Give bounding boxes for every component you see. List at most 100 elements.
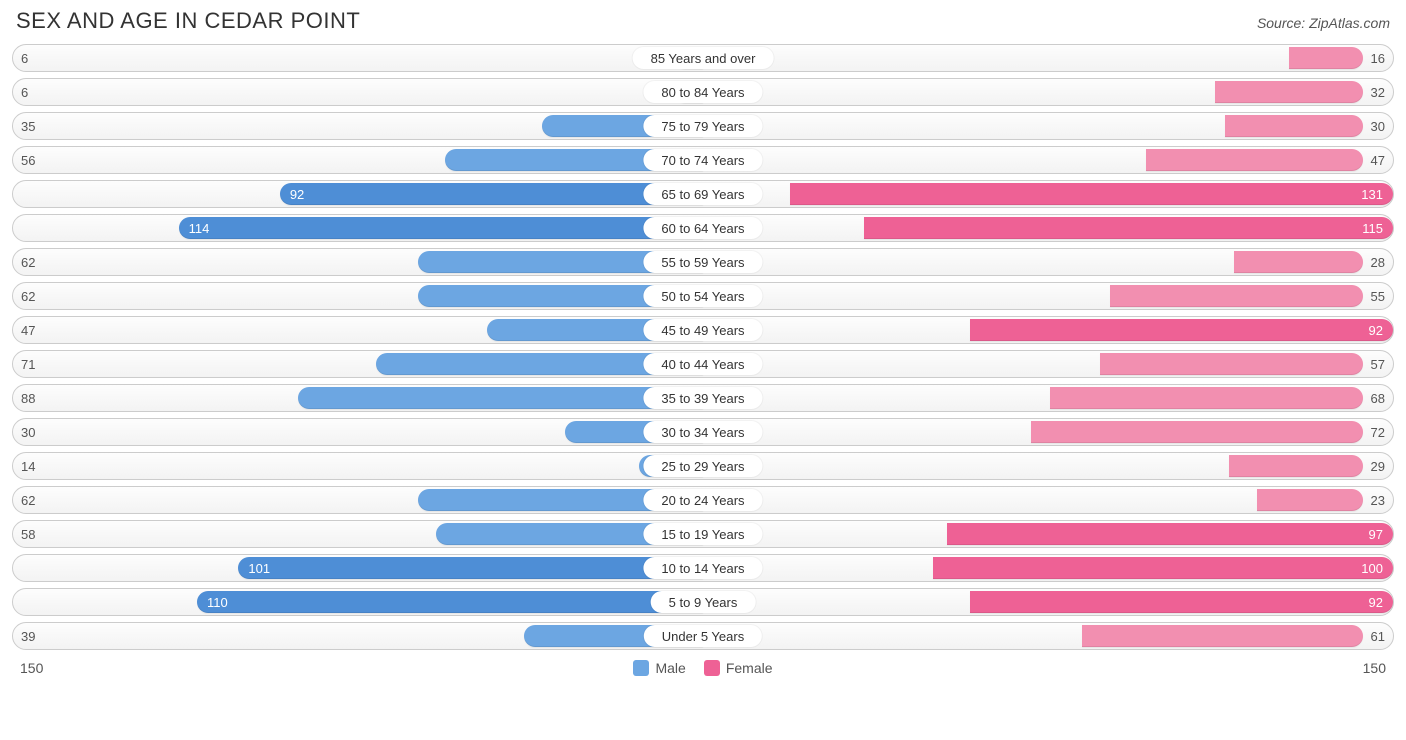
age-row: 62 28 55 to 59 Years [12,248,1394,276]
male-value: 88 [13,391,43,406]
female-half: 97 [703,521,1393,547]
female-value: 28 [1363,255,1393,270]
female-bar [1110,285,1363,307]
legend-swatch [633,660,649,676]
female-value: 92 [1369,595,1383,610]
female-bar: 131 [790,183,1393,205]
female-bar [1146,149,1362,171]
female-bar: 92 [970,591,1393,613]
age-row: 63280 to 84 Years [12,78,1394,106]
age-label: 80 to 84 Years [643,81,762,103]
female-value: 115 [1362,221,1383,236]
male-value: 6 [13,51,36,66]
female-half: 115 [703,215,1393,241]
female-bar: 115 [864,217,1393,239]
female-value: 68 [1363,391,1393,406]
age-label: 35 to 39 Years [643,387,762,409]
female-bar [1257,489,1363,511]
female-value: 16 [1363,51,1393,66]
female-value: 92 [1369,323,1383,338]
male-value: 56 [13,153,43,168]
male-value: 58 [13,527,43,542]
female-bar: 97 [947,523,1393,545]
female-bar [1050,387,1363,409]
male-half: 71 [13,351,703,377]
female-half: 30 [703,113,1393,139]
age-row: 71 57 40 to 44 Years [12,350,1394,378]
chart-title: SEX AND AGE IN CEDAR POINT [16,8,360,34]
male-half: 101 [13,555,703,581]
female-value: 55 [1363,289,1393,304]
age-row: 307230 to 34 Years [12,418,1394,446]
male-half: 110 [13,589,703,615]
age-label: 15 to 19 Years [643,523,762,545]
female-half: 32 [703,79,1393,105]
age-row: 10110010 to 14 Years [12,554,1394,582]
male-half: 92 [13,181,703,207]
female-value: 57 [1363,357,1393,372]
age-label: 25 to 29 Years [643,455,762,477]
female-value: 100 [1361,561,1383,576]
legend-label: Female [726,660,773,676]
age-row: 6 16 85 Years and over [12,44,1394,72]
male-half: 6 [13,45,703,71]
female-value: 131 [1361,187,1383,202]
female-half: 68 [703,385,1393,411]
male-value: 14 [13,459,43,474]
female-bar [1031,421,1362,443]
male-half: 39 [13,623,703,649]
male-bar: 92 [280,183,703,205]
age-label: 60 to 64 Years [643,217,762,239]
female-bar [1215,81,1362,103]
female-value: 97 [1369,527,1383,542]
age-row: 625550 to 54 Years [12,282,1394,310]
male-value: 101 [248,561,270,576]
female-half: 92 [703,589,1393,615]
male-value: 39 [13,629,43,644]
male-bar [298,387,703,409]
female-bar: 100 [933,557,1393,579]
age-label: 75 to 79 Years [643,115,762,137]
age-label: 85 Years and over [633,47,774,69]
female-half: 100 [703,555,1393,581]
age-row: 564770 to 74 Years [12,146,1394,174]
age-row: 110925 to 9 Years [12,588,1394,616]
female-value: 61 [1363,629,1393,644]
female-half: 131 [703,181,1393,207]
male-half: 62 [13,249,703,275]
female-bar [1082,625,1363,647]
legend-item: Male [633,660,685,676]
female-half: 72 [703,419,1393,445]
female-value: 23 [1363,493,1393,508]
female-value: 47 [1363,153,1393,168]
age-row: 88 68 35 to 39 Years [12,384,1394,412]
female-half: 57 [703,351,1393,377]
age-row: 11411560 to 64 Years [12,214,1394,242]
female-half: 23 [703,487,1393,513]
male-value: 47 [13,323,43,338]
axis-left-max: 150 [20,660,43,676]
legend-swatch [704,660,720,676]
female-value: 29 [1363,459,1393,474]
legend: Male Female [633,660,772,676]
age-row: 3961Under 5 Years [12,622,1394,650]
male-value: 110 [207,595,228,610]
male-bar: 101 [238,557,703,579]
female-value: 30 [1363,119,1393,134]
female-half: 29 [703,453,1393,479]
age-row: 479245 to 49 Years [12,316,1394,344]
age-label: 55 to 59 Years [643,251,762,273]
female-bar [1225,115,1363,137]
age-label: 30 to 34 Years [643,421,762,443]
male-value: 71 [13,357,43,372]
legend-item: Female [704,660,773,676]
male-half: 58 [13,521,703,547]
age-row: 9213165 to 69 Years [12,180,1394,208]
female-value: 32 [1363,85,1393,100]
female-half: 55 [703,283,1393,309]
female-half: 92 [703,317,1393,343]
age-label: 40 to 44 Years [643,353,762,375]
age-row: 622320 to 24 Years [12,486,1394,514]
female-bar [1234,251,1363,273]
population-pyramid-chart: 61685 Years and over63280 to 84 Years353… [12,44,1394,650]
